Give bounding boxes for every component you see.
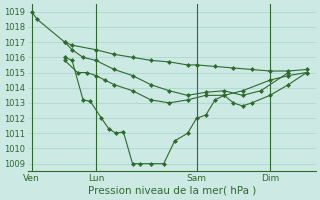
- X-axis label: Pression niveau de la mer( hPa ): Pression niveau de la mer( hPa ): [88, 186, 256, 196]
